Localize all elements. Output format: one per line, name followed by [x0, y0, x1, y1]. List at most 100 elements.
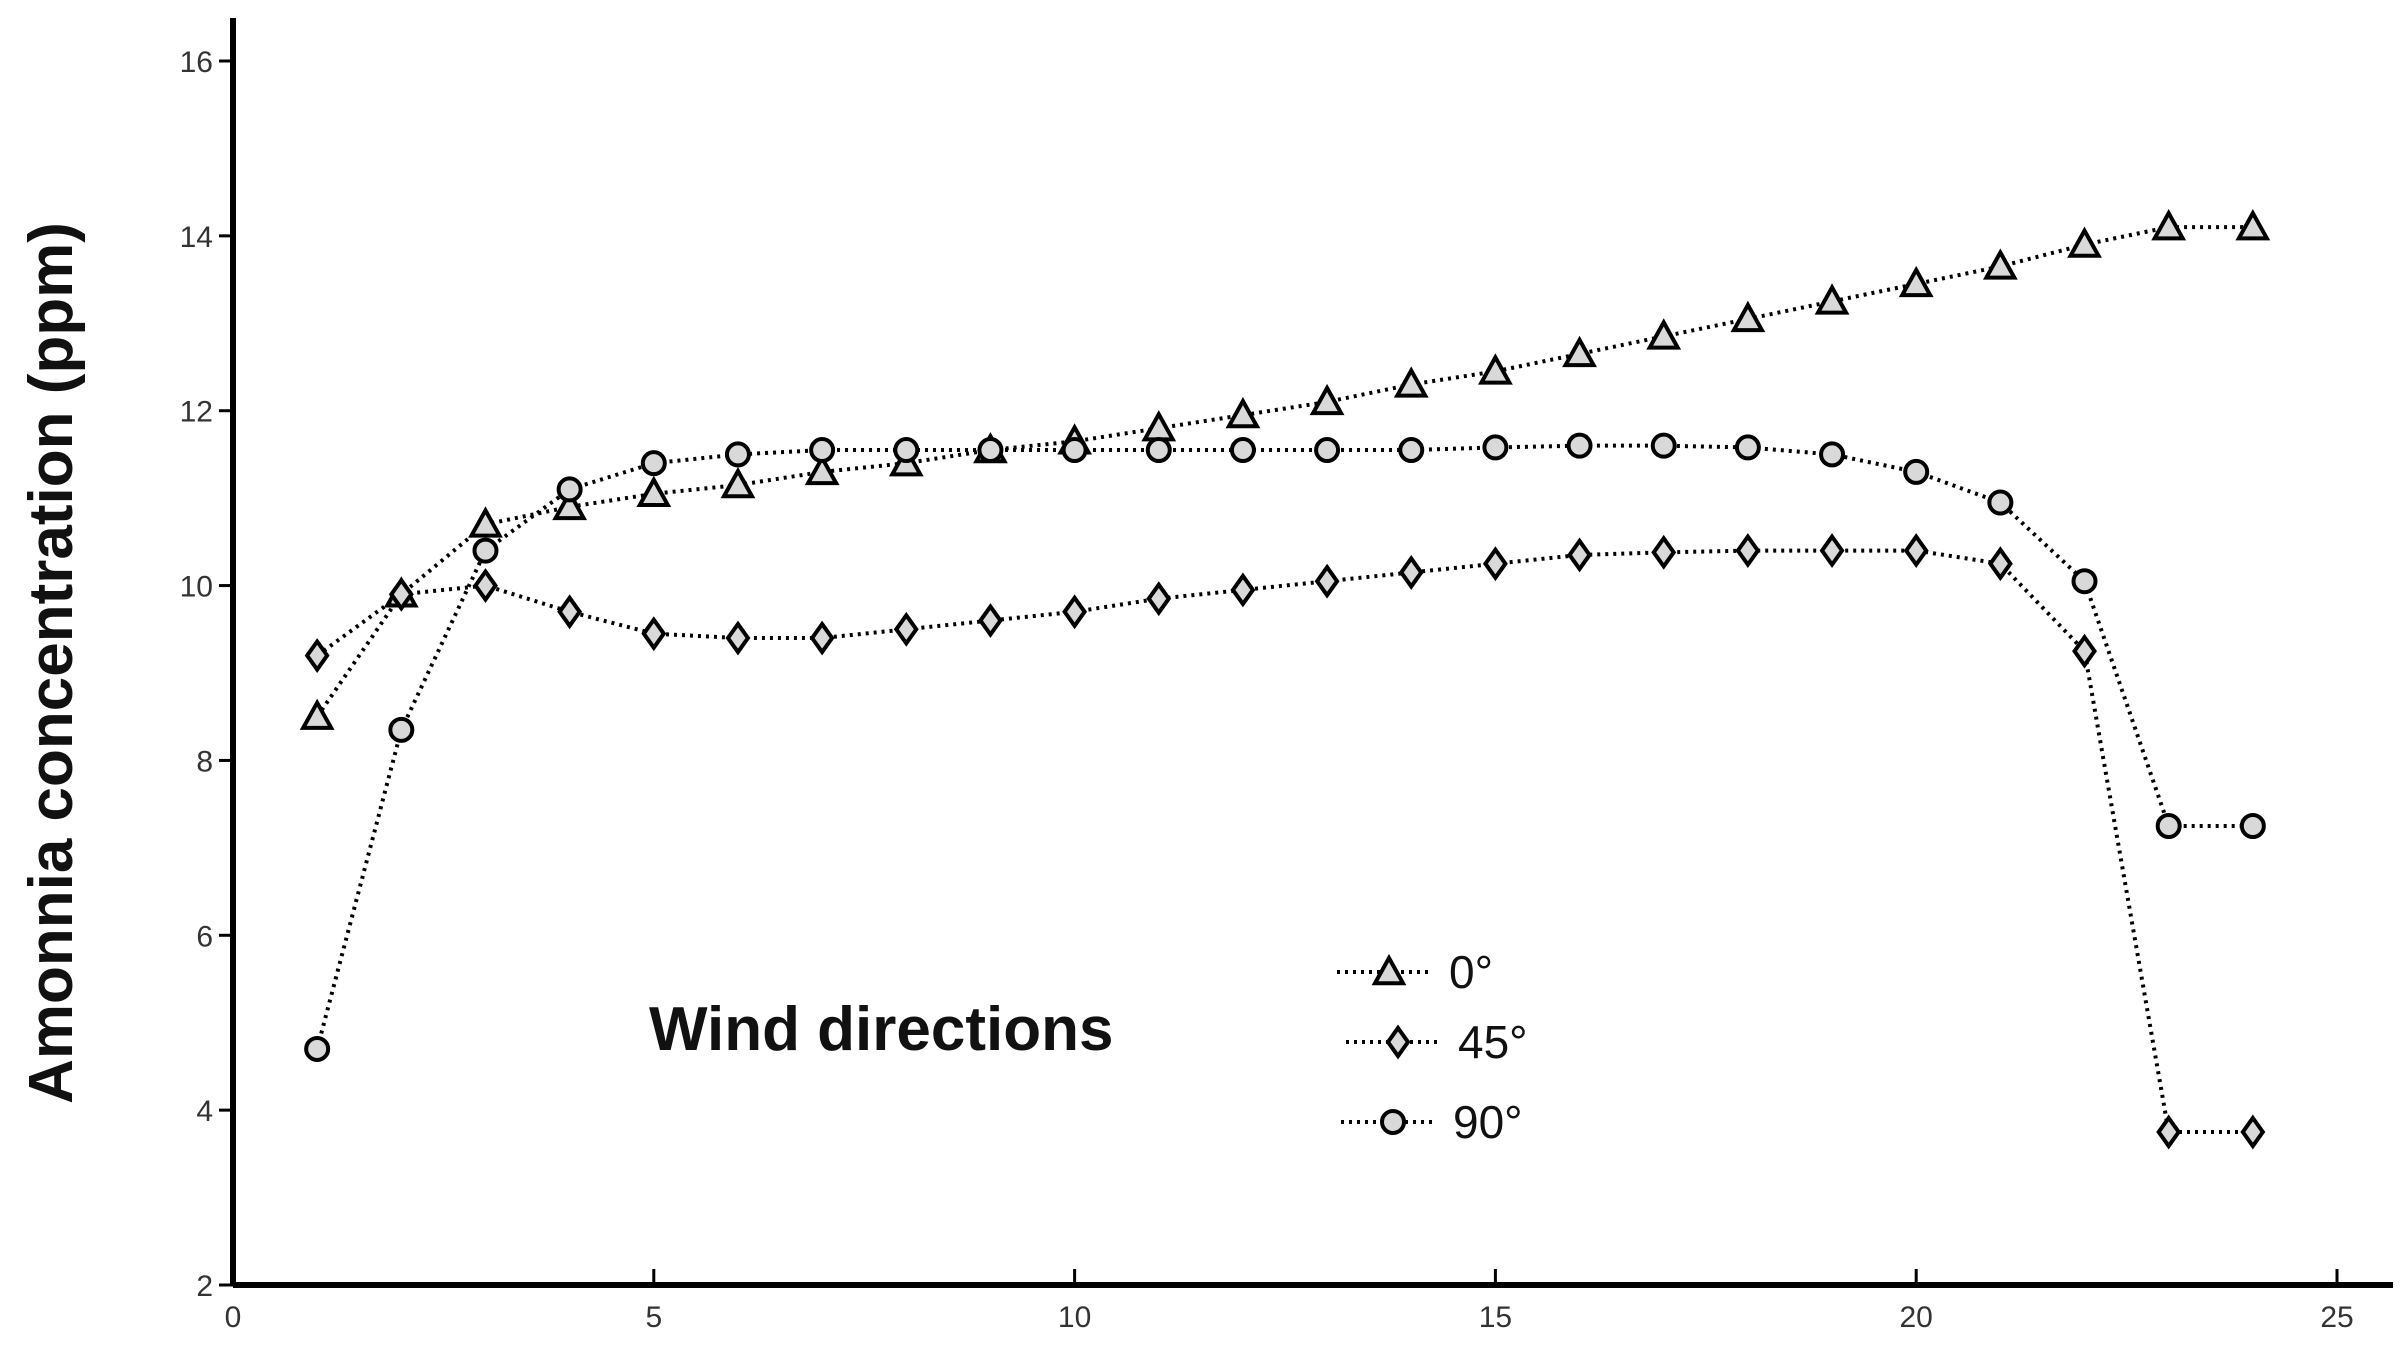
y-tick-label: 10	[180, 571, 213, 604]
data-point-triangle	[1814, 283, 1850, 315]
data-point-circle	[2071, 568, 2098, 595]
data-point-diamond	[1398, 555, 1424, 590]
data-point-triangle	[636, 475, 672, 507]
data-point-triangle	[1730, 300, 1766, 333]
legend-label: 0°	[1449, 946, 1493, 998]
data-point-diamond	[893, 611, 919, 647]
y-tick-label: 16	[180, 46, 213, 79]
data-point-circle	[556, 476, 583, 503]
legend-entry: 45°	[1346, 1016, 1528, 1068]
data-point-circle	[472, 537, 499, 564]
data-point-circle	[1734, 434, 1761, 461]
y-tick-label: 8	[196, 745, 213, 778]
data-point-circle	[1061, 437, 1088, 464]
data-point-triangle	[804, 453, 840, 486]
data-point-diamond	[2072, 633, 2097, 669]
data-point-triangle	[720, 466, 756, 499]
data-point-triangle	[468, 506, 503, 538]
series-diamond	[304, 533, 2266, 1150]
data-point-circle	[977, 437, 1004, 464]
data-point-triangle	[1225, 396, 1261, 429]
data-point-triangle	[299, 698, 335, 730]
series-line	[315, 225, 2253, 718]
data-point-circle	[1145, 437, 1172, 464]
y-axis-label: Amonnia concentration (ppm)	[17, 222, 86, 1104]
legend-entry: 0°	[1337, 946, 1493, 998]
x-tick-label: 25	[2320, 1301, 2353, 1334]
data-point-triangle	[2235, 208, 2271, 241]
data-point-circle	[1314, 437, 1341, 464]
data-point-diamond	[1819, 533, 1845, 569]
data-point-triangle	[1393, 366, 1429, 398]
series-circle	[304, 432, 2266, 1062]
legend: Wind directions 0° 45° 90°	[649, 946, 1528, 1148]
legend-marker-diamond	[1385, 1024, 1411, 1060]
data-point-circle	[2239, 813, 2266, 839]
data-point-triangle	[1898, 265, 1934, 298]
y-tick-label: 2	[196, 1270, 213, 1303]
y-tick-label: 12	[180, 396, 213, 429]
y-axis-ticks: 2 4 6 8 10 12 14 16	[180, 46, 233, 1303]
legend-marker-circle	[1380, 1109, 1406, 1135]
data-point-diamond	[809, 620, 835, 656]
x-tick-label: 0	[225, 1301, 242, 1334]
data-point-diamond	[1567, 537, 1593, 573]
data-point-circle	[2155, 813, 2182, 839]
data-point-diamond	[1230, 572, 1256, 608]
series-line	[315, 443, 2253, 1050]
legend-title: Wind directions	[649, 995, 1113, 1064]
series-group	[299, 208, 2271, 1150]
data-point-diamond	[977, 603, 1003, 638]
data-point-triangle	[1562, 335, 1597, 368]
data-point-triangle	[552, 488, 588, 521]
data-point-diamond	[1651, 534, 1677, 570]
x-tick-label: 15	[1479, 1301, 1512, 1334]
x-axis-ticks: 0 5 10 15 20 25	[225, 1269, 2354, 1334]
legend-label: 90°	[1453, 1096, 1523, 1148]
data-point-diamond	[1735, 533, 1761, 569]
data-point-circle	[1566, 432, 1593, 459]
data-point-diamond	[1314, 563, 1340, 599]
data-point-circle	[724, 441, 751, 468]
data-point-circle	[1650, 432, 1677, 459]
legend-marker-triangle	[1371, 953, 1407, 986]
data-point-diamond	[1146, 581, 1172, 617]
data-point-diamond	[304, 638, 330, 673]
data-point-circle	[809, 437, 836, 464]
data-point-diamond	[725, 620, 751, 656]
data-point-circle	[304, 1035, 331, 1062]
data-point-triangle	[2151, 208, 2187, 241]
data-point-diamond	[2156, 1114, 2182, 1150]
x-tick-label: 5	[645, 1301, 662, 1334]
data-point-diamond	[1482, 546, 1508, 582]
data-point-diamond	[1903, 533, 1929, 569]
y-tick-label: 4	[196, 1095, 213, 1128]
data-point-circle	[1229, 437, 1256, 464]
data-point-triangle	[2067, 226, 2102, 258]
y-tick-label: 6	[196, 920, 213, 953]
data-point-diamond	[1987, 546, 2013, 582]
data-point-circle	[640, 450, 667, 477]
data-point-diamond	[641, 616, 667, 652]
data-point-triangle	[1982, 248, 2018, 280]
data-point-circle	[1903, 458, 1930, 485]
data-point-triangle	[1478, 353, 1513, 385]
data-point-circle	[1987, 489, 2014, 516]
x-tick-label: 10	[1058, 1301, 1091, 1334]
data-point-triangle	[1646, 318, 1682, 350]
data-point-circle	[1398, 437, 1425, 464]
x-tick-label: 20	[1900, 1301, 1933, 1334]
axes	[230, 18, 2393, 1288]
data-point-triangle	[1309, 383, 1345, 416]
data-point-circle	[388, 716, 415, 743]
y-tick-label: 14	[180, 221, 213, 254]
legend-entries: 0° 45° 90°	[1337, 946, 1528, 1148]
legend-entry: 90°	[1341, 1096, 1523, 1148]
data-point-diamond	[388, 576, 414, 612]
data-point-diamond	[557, 594, 583, 630]
data-point-diamond	[473, 568, 498, 604]
data-point-circle	[893, 437, 920, 464]
data-point-diamond	[1062, 594, 1088, 630]
